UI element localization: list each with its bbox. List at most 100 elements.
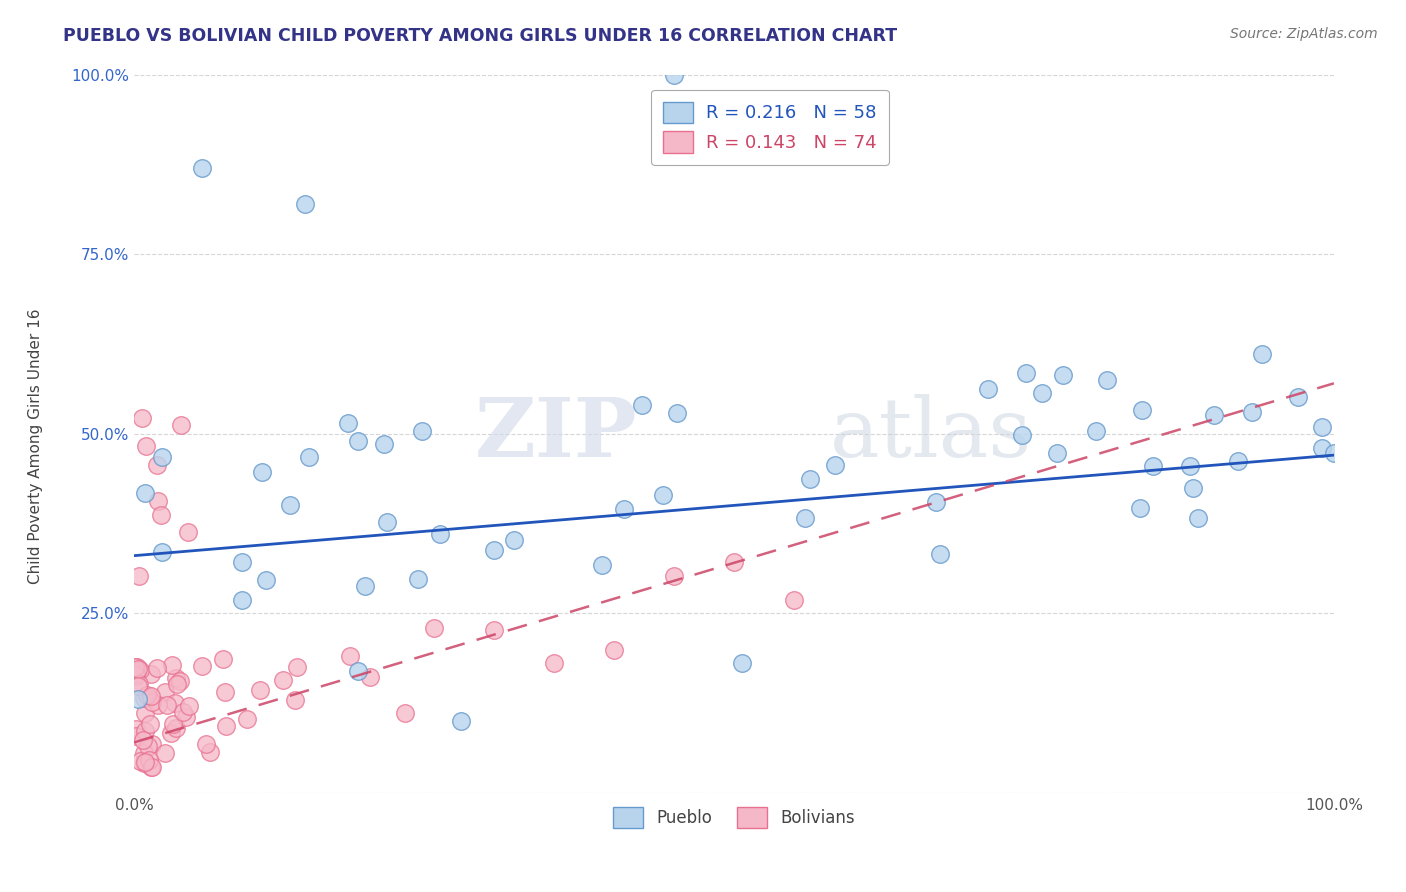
Point bbox=[146, 698, 169, 713]
Point bbox=[977, 382, 1000, 396]
Text: ZIP: ZIP bbox=[475, 393, 638, 474]
Point bbox=[172, 705, 194, 719]
Point bbox=[1046, 445, 1069, 459]
Point bbox=[212, 651, 235, 665]
Point bbox=[165, 671, 187, 685]
Point bbox=[134, 706, 156, 721]
Point bbox=[1031, 385, 1053, 400]
Point bbox=[134, 723, 156, 738]
Point bbox=[375, 515, 398, 529]
Point bbox=[662, 68, 685, 82]
Point bbox=[134, 755, 156, 769]
Point bbox=[124, 660, 146, 674]
Point bbox=[128, 754, 150, 768]
Point bbox=[284, 693, 307, 707]
Point bbox=[631, 398, 654, 412]
Point bbox=[127, 692, 149, 706]
Point bbox=[1226, 454, 1249, 468]
Point bbox=[128, 569, 150, 583]
Point bbox=[231, 555, 253, 569]
Point bbox=[603, 642, 626, 657]
Point bbox=[450, 714, 472, 728]
Point bbox=[339, 649, 361, 664]
Point bbox=[132, 733, 155, 747]
Point bbox=[1310, 420, 1333, 434]
Point bbox=[124, 722, 146, 736]
Point bbox=[423, 621, 446, 635]
Point bbox=[138, 691, 160, 706]
Point bbox=[125, 659, 148, 673]
Point bbox=[1085, 424, 1108, 438]
Point bbox=[482, 624, 505, 638]
Point bbox=[177, 524, 200, 539]
Point bbox=[190, 161, 212, 175]
Point bbox=[153, 685, 176, 699]
Point bbox=[165, 697, 187, 711]
Point bbox=[285, 660, 308, 674]
Point bbox=[1251, 347, 1274, 361]
Point bbox=[591, 558, 613, 572]
Point bbox=[1241, 405, 1264, 419]
Point bbox=[127, 679, 149, 693]
Point bbox=[146, 458, 169, 473]
Point bbox=[502, 533, 524, 548]
Point bbox=[294, 196, 316, 211]
Point bbox=[1142, 458, 1164, 473]
Point bbox=[146, 661, 169, 675]
Point bbox=[723, 555, 745, 569]
Point bbox=[128, 676, 150, 690]
Point bbox=[336, 417, 359, 431]
Point bbox=[131, 410, 153, 425]
Point bbox=[278, 498, 301, 512]
Point bbox=[666, 406, 689, 420]
Point bbox=[135, 439, 157, 453]
Point bbox=[150, 450, 173, 464]
Point bbox=[662, 569, 685, 583]
Point bbox=[134, 746, 156, 760]
Point bbox=[1052, 368, 1074, 383]
Point bbox=[411, 425, 433, 439]
Point bbox=[214, 718, 236, 732]
Point bbox=[138, 753, 160, 767]
Point bbox=[346, 434, 368, 449]
Point bbox=[925, 495, 948, 509]
Point bbox=[794, 511, 817, 525]
Point bbox=[347, 664, 370, 678]
Text: PUEBLO VS BOLIVIAN CHILD POVERTY AMONG GIRLS UNDER 16 CORRELATION CHART: PUEBLO VS BOLIVIAN CHILD POVERTY AMONG G… bbox=[63, 27, 897, 45]
Point bbox=[652, 488, 675, 502]
Point bbox=[1095, 373, 1118, 387]
Point bbox=[1187, 511, 1209, 525]
Point bbox=[394, 706, 416, 720]
Text: atlas: atlas bbox=[830, 393, 1032, 474]
Point bbox=[177, 699, 200, 714]
Point bbox=[129, 663, 152, 677]
Point bbox=[406, 572, 429, 586]
Point bbox=[136, 688, 159, 702]
Point bbox=[543, 656, 565, 670]
Point bbox=[1202, 409, 1225, 423]
Point bbox=[249, 683, 271, 698]
Point bbox=[162, 717, 184, 731]
Point bbox=[783, 593, 806, 607]
Point bbox=[153, 746, 176, 760]
Point bbox=[214, 685, 236, 699]
Point bbox=[198, 745, 221, 759]
Point bbox=[1181, 481, 1204, 495]
Point bbox=[359, 670, 381, 684]
Point bbox=[125, 667, 148, 681]
Point bbox=[136, 739, 159, 754]
Point bbox=[194, 737, 217, 751]
Point bbox=[613, 501, 636, 516]
Point bbox=[1011, 428, 1033, 442]
Point bbox=[250, 465, 273, 479]
Point bbox=[160, 658, 183, 673]
Point bbox=[139, 760, 162, 774]
Point bbox=[928, 547, 950, 561]
Point bbox=[169, 673, 191, 688]
Point bbox=[824, 458, 846, 473]
Text: Child Poverty Among Girls Under 16: Child Poverty Among Girls Under 16 bbox=[28, 309, 42, 583]
Point bbox=[373, 437, 395, 451]
Point bbox=[141, 695, 163, 709]
Point bbox=[134, 485, 156, 500]
Point bbox=[132, 756, 155, 771]
